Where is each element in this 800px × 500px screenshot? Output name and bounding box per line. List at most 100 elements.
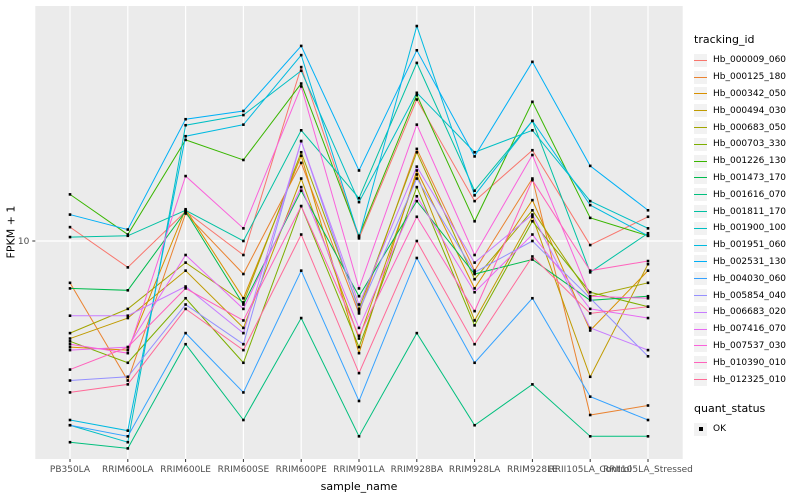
data-point — [646, 262, 650, 266]
legend-label: Hb_002531_130 — [713, 256, 787, 267]
legend-line-swatch — [694, 328, 707, 330]
data-point — [242, 253, 245, 257]
data-point — [531, 148, 534, 152]
data-point — [184, 174, 187, 178]
legend-item: Hb_000009_060 — [694, 52, 800, 69]
y-axis-title: FPKM + 1 — [4, 205, 18, 259]
data-point — [126, 447, 130, 450]
data-point — [357, 200, 361, 204]
x-tick-label: RRIM600PE — [276, 465, 328, 475]
data-point — [357, 312, 361, 315]
data-point — [588, 375, 592, 379]
data-point — [646, 215, 650, 219]
legend-line-swatch — [694, 295, 707, 297]
legend-line-swatch — [694, 110, 707, 112]
data-point — [588, 329, 592, 332]
legend-label: Hb_001811_170 — [713, 206, 787, 217]
data-point — [588, 243, 592, 247]
data-point — [184, 296, 187, 300]
data-point — [184, 307, 187, 311]
data-point — [588, 413, 592, 417]
data-point — [299, 316, 303, 320]
x-tick-label: RRII105LA_Stressed — [603, 465, 693, 475]
legend-item: Hb_005854_040 — [694, 287, 800, 304]
data-point — [126, 316, 130, 320]
data-point — [588, 216, 592, 220]
legend-line-swatch — [694, 59, 707, 61]
legend-line-swatch — [694, 160, 707, 162]
legend-line-swatch — [694, 261, 707, 263]
legend-item: Hb_010390_010 — [694, 354, 800, 371]
data-point — [646, 227, 650, 230]
data-point — [531, 178, 534, 182]
data-point — [357, 307, 361, 311]
data-point — [299, 233, 303, 236]
data-point — [357, 435, 361, 438]
legend-key-line-icon — [694, 289, 707, 303]
data-point — [68, 418, 72, 422]
data-point — [68, 423, 72, 427]
legend-line-swatch — [694, 379, 707, 381]
data-point — [415, 239, 419, 243]
data-point — [531, 296, 534, 300]
data-point — [184, 117, 187, 121]
data-point — [415, 91, 419, 95]
legend-item: Hb_001226_130 — [694, 153, 800, 170]
data-point — [588, 290, 592, 294]
legend-line-swatch — [694, 194, 707, 196]
data-point — [588, 307, 592, 311]
legend-line-swatch — [694, 362, 707, 364]
legend-item: Hb_000342_050 — [694, 86, 800, 103]
legend-item: Hb_002531_130 — [694, 254, 800, 271]
data-point — [588, 395, 592, 398]
data-point — [415, 61, 419, 65]
data-point — [126, 435, 130, 438]
data-point — [126, 383, 130, 386]
x-tick-label: RRIM928BA — [391, 465, 444, 475]
data-point — [588, 164, 592, 168]
data-point — [184, 269, 187, 272]
legend-key-line-icon — [694, 373, 707, 387]
legend-shape-items: OK — [694, 421, 800, 438]
x-tick-label: PB350LA — [50, 465, 91, 475]
data-point — [531, 383, 534, 386]
data-point — [588, 312, 592, 315]
data-point — [415, 165, 419, 168]
data-point — [299, 185, 303, 189]
legend-label: Hb_000125_180 — [713, 72, 787, 83]
data-point — [646, 316, 650, 320]
data-point — [646, 418, 650, 422]
legend-label: Hb_001226_130 — [713, 156, 787, 167]
data-point — [473, 219, 476, 223]
data-point — [68, 348, 72, 352]
data-point — [588, 269, 592, 272]
legend-item: Hb_006683_020 — [694, 304, 800, 321]
data-point — [473, 290, 476, 294]
legend-item: Hb_001616_070 — [694, 186, 800, 203]
legend-item: Hb_004030_060 — [694, 270, 800, 287]
legend-item: Hb_001473_170 — [694, 170, 800, 187]
data-point — [357, 235, 361, 239]
data-point — [184, 285, 187, 288]
data-point — [242, 227, 245, 230]
data-point — [68, 331, 72, 335]
data-point — [473, 253, 476, 257]
legend-label: Hb_000703_330 — [713, 139, 787, 150]
legend-line-swatch — [694, 244, 707, 246]
data-point — [415, 173, 419, 176]
data-point — [646, 281, 650, 285]
data-point — [242, 296, 245, 300]
legend-item-quant: OK — [694, 421, 800, 438]
data-point — [531, 215, 534, 219]
data-point — [242, 239, 245, 243]
data-point — [357, 337, 361, 340]
data-point — [242, 391, 245, 394]
legend-key-line-icon — [694, 121, 707, 135]
data-point — [415, 177, 419, 180]
data-point — [473, 261, 476, 264]
data-point — [357, 287, 361, 290]
legend-key-point-icon — [694, 422, 707, 436]
legend-key-line-icon — [694, 104, 707, 118]
